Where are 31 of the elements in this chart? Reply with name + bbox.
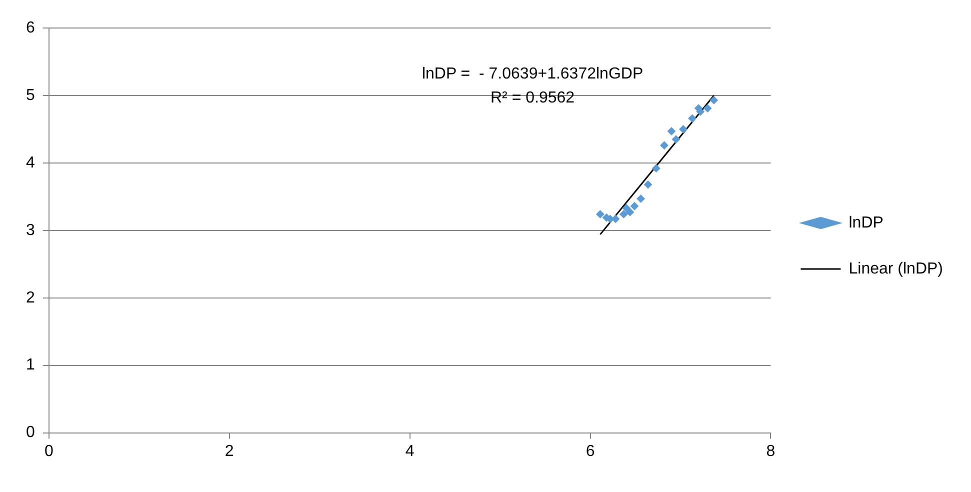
x-tick-label: 8 [766, 442, 776, 460]
point [626, 208, 634, 216]
annotation: lnDP = - 7.0639+1.6372lnGDP [422, 65, 644, 82]
point [660, 141, 668, 150]
point [667, 127, 676, 136]
y-tick-label: 4 [26, 154, 35, 172]
point [672, 135, 680, 144]
x-tick-label: 4 [405, 442, 414, 460]
y-tick-label: 2 [26, 289, 35, 306]
x-tick-label: 0 [44, 442, 54, 460]
point [688, 114, 696, 122]
y-tick-label: 5 [26, 86, 35, 104]
point [704, 104, 712, 112]
x-tick-label: 6 [586, 442, 595, 460]
annotation: R² = 0.9562 [490, 89, 575, 106]
point [644, 180, 652, 189]
y-tick-label: 0 [26, 424, 35, 442]
x-tick-label: 2 [224, 442, 234, 460]
point [636, 194, 645, 203]
point [710, 96, 718, 104]
point [612, 214, 620, 223]
y-tick-label: 6 [26, 19, 35, 36]
y-tick-label: 1 [26, 356, 35, 374]
point [630, 202, 638, 210]
point [679, 125, 688, 134]
y-tick-label: 3 [26, 222, 35, 239]
point [652, 164, 660, 172]
point [596, 210, 604, 218]
legend-label: lnDP [848, 214, 884, 232]
legend-label: Linear (lnDP) [848, 260, 944, 278]
point [620, 210, 628, 218]
